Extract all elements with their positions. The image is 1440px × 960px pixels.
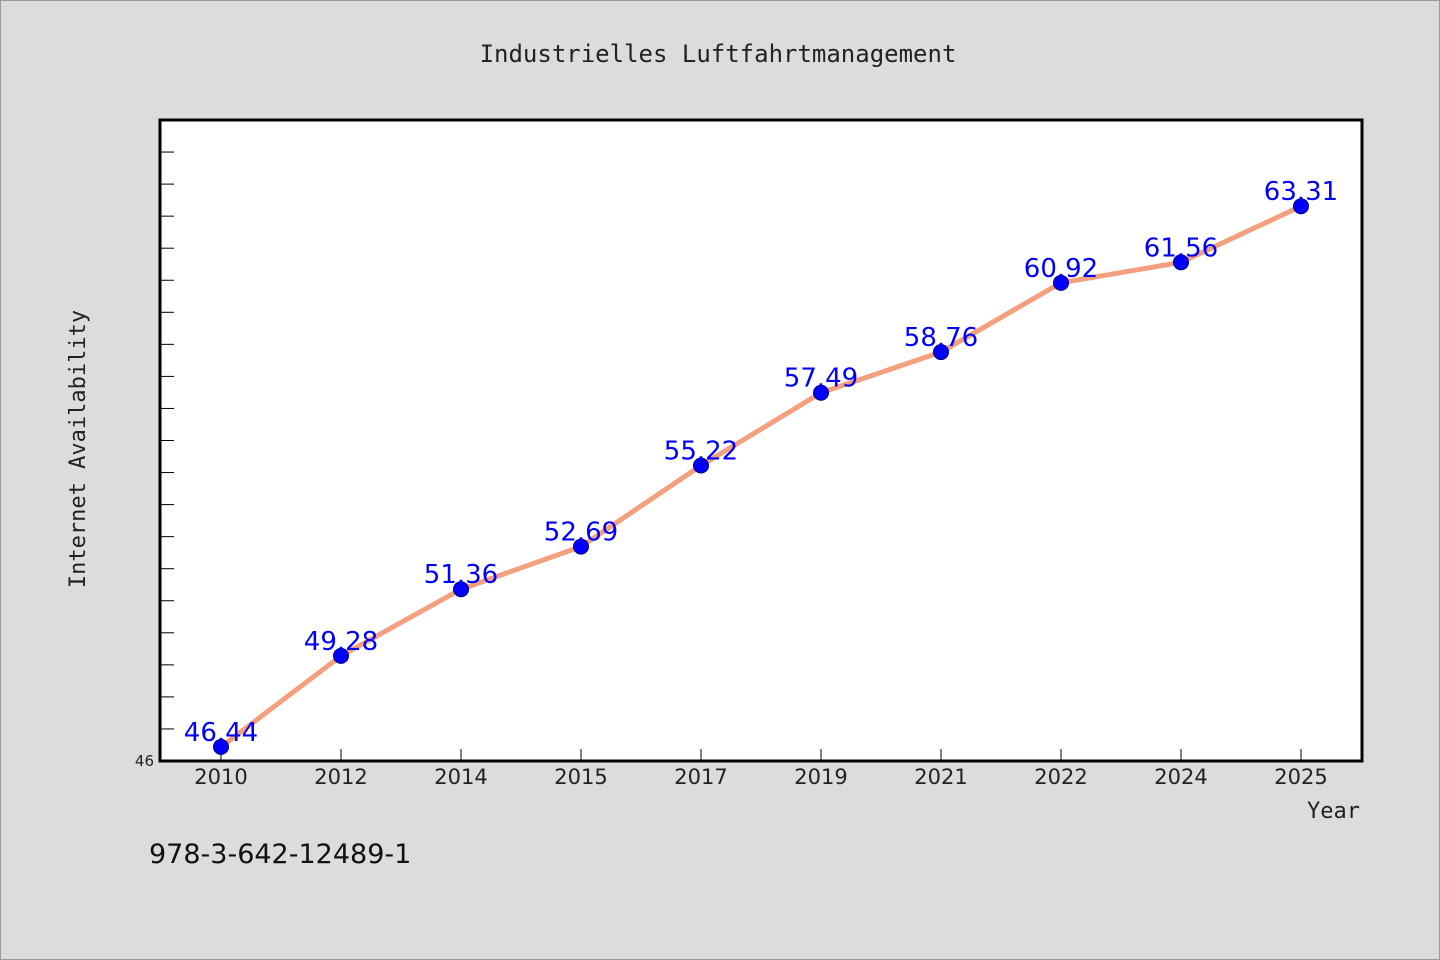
data-label: 60.92 [1024, 254, 1098, 284]
x-axis-label: Year [1307, 799, 1360, 824]
data-point [333, 647, 349, 664]
x-tick-label: 2025 [1274, 765, 1327, 789]
data-point [213, 738, 229, 755]
plot-area [158, 118, 1364, 763]
data-point [573, 538, 589, 555]
x-tick-label: 2014 [434, 765, 487, 789]
x-tick-label: 2017 [674, 765, 727, 789]
data-label: 46.44 [184, 718, 258, 748]
x-tick-label: 2012 [314, 765, 367, 789]
data-label: 58.76 [904, 323, 978, 353]
chart-title: Industrielles Luftfahrtmanagement [480, 40, 957, 68]
data-label: 55.22 [664, 436, 738, 466]
data-point [1053, 274, 1069, 291]
data-point [693, 457, 709, 474]
y-axis-ticks: 46 [135, 151, 174, 770]
data-point [1173, 254, 1189, 271]
x-tick-label: 2015 [554, 765, 607, 789]
x-tick-label: 2019 [794, 765, 847, 789]
data-point [813, 384, 829, 401]
footer-note: 978-3-642-12489-1 [149, 839, 411, 870]
x-tick-label: 2010 [194, 765, 247, 789]
y-axis-label: Internet Availability [66, 310, 91, 588]
y-tick-label: 46 [135, 752, 154, 770]
data-label: 61.56 [1144, 233, 1218, 263]
data-point [453, 581, 469, 598]
data-label: 52.69 [544, 518, 618, 548]
series-line [218, 203, 1304, 750]
data-point [1293, 198, 1309, 215]
series-layer [213, 198, 1309, 755]
data-label: 57.49 [784, 364, 858, 394]
data-label: 63.31 [1264, 177, 1338, 207]
data-label-layer: 46.44 49.28 51.36 52.69 55.22 57.49 58.76 60.92… [184, 177, 1338, 748]
x-tick-label: 2024 [1154, 765, 1207, 789]
x-axis-ticks: 2010 2012 2014 2015 2017 2019 2021 2022 2024 2025 [194, 749, 1328, 789]
data-label: 49.28 [304, 627, 378, 657]
x-tick-label: 2022 [1034, 765, 1087, 789]
data-label: 51.36 [424, 560, 498, 590]
x-tick-label: 2021 [914, 765, 967, 789]
data-point [933, 344, 949, 361]
